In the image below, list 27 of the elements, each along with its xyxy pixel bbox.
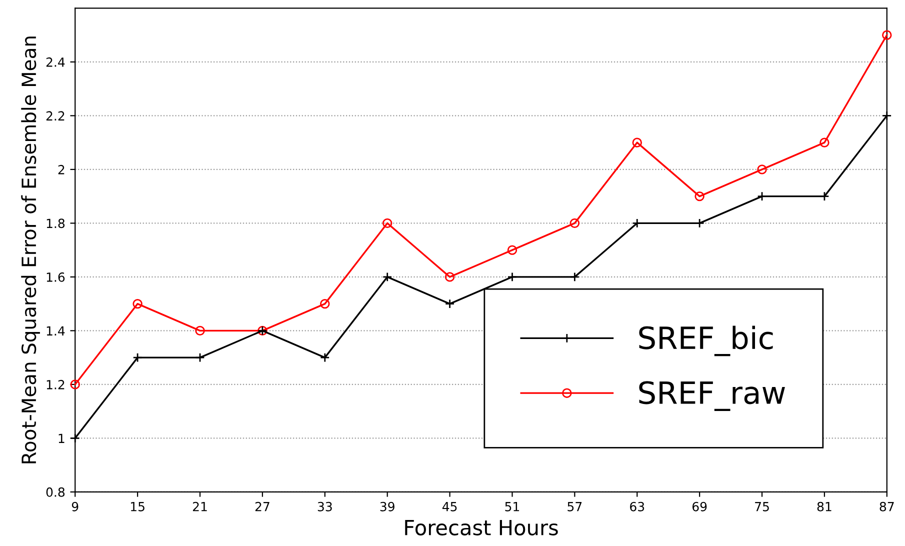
y-tick-label: 2.2: [46, 111, 64, 120]
x-tick-label: 45: [442, 502, 457, 512]
x-tick-label: 75: [755, 502, 769, 512]
legend-label: SREF_raw: [639, 381, 785, 411]
y-tick-label: 1.4: [46, 326, 65, 336]
x-tick-label: 69: [692, 502, 707, 512]
x-tick-label: 21: [192, 502, 207, 512]
y-tick-label: 1.2: [46, 380, 64, 390]
y-tick-label: 2: [58, 164, 64, 174]
x-tick-label: 9: [72, 502, 78, 512]
x-tick-label: 63: [630, 502, 644, 512]
x-tick-label: 51: [505, 502, 520, 512]
legend-label: SREF_bic: [639, 326, 773, 356]
x-tick-label: 87: [880, 502, 894, 512]
x-tick-label: 81: [817, 502, 832, 512]
x-tick-label: 15: [130, 502, 144, 512]
x-tick-label: 39: [380, 502, 394, 512]
x-tick-label: 33: [318, 502, 332, 512]
y-tick-label: 2.4: [46, 57, 65, 67]
y-axis-title: Root-Mean Squared Error of Ensemble Mean: [21, 36, 40, 464]
x-axis-title: Forecast Hours: [405, 520, 558, 536]
y-tick-label: 1.8: [46, 218, 65, 228]
y-tick-label: 0.8: [46, 487, 65, 497]
y-tick-label: 1.6: [46, 272, 65, 282]
x-tick-label: 27: [255, 502, 270, 512]
y-tick-label: 1: [58, 434, 64, 443]
x-tick-label: 57: [568, 502, 582, 512]
